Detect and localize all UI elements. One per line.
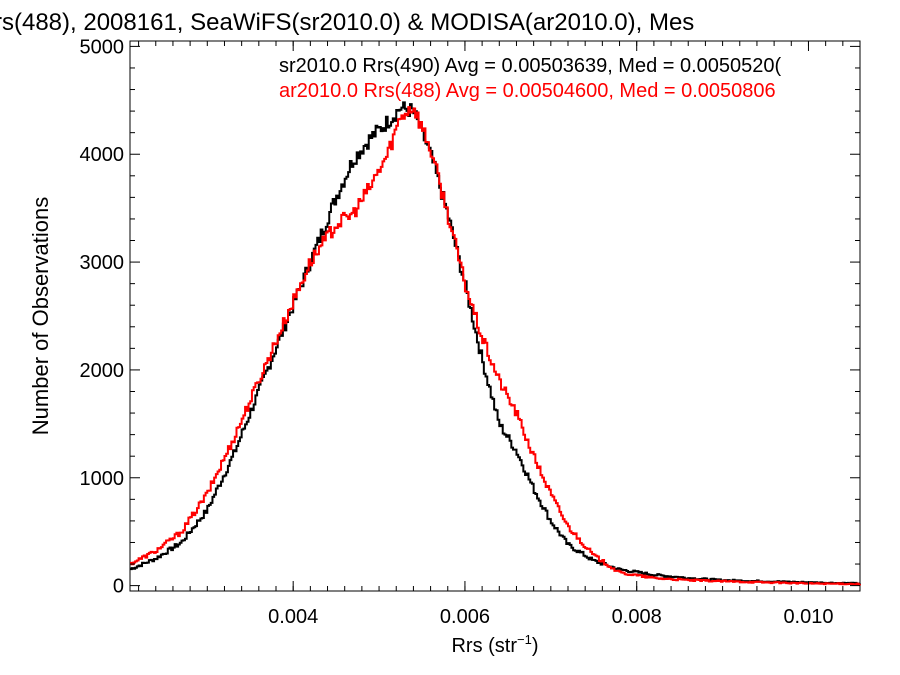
chart-title: rs(488), 2008161, SeaWiFS(sr2010.0) & MO… [0, 9, 694, 36]
y-tick-label: 0 [113, 576, 124, 598]
y-axis-label: Number of Observations [28, 197, 53, 435]
x-axis-label-sup: −1 [517, 632, 532, 647]
x-tick-label: 0.006 [440, 606, 490, 628]
plot-frame [129, 40, 861, 592]
x-tick-label: 0.008 [612, 606, 662, 628]
legend-entry-sr2010: sr2010.0 Rrs(490) Avg = 0.00503639, Med … [279, 55, 782, 77]
legend: sr2010.0 Rrs(490) Avg = 0.00503639, Med … [279, 55, 782, 102]
plot-area [129, 40, 861, 592]
x-tick-label: 0.004 [268, 606, 318, 628]
y-tick-label: 5000 [80, 36, 125, 58]
x-axis-label: Rrs (str−1) [451, 632, 538, 657]
x-tick-label: 0.010 [783, 606, 833, 628]
y-axis: 0 1000 2000 3000 4000 5000 [80, 36, 860, 598]
legend-entry-ar2010: ar2010.0 Rrs(488) Avg = 0.00504600, Med … [279, 80, 776, 102]
series-layer [130, 101, 861, 586]
y-tick-label: 4000 [80, 144, 125, 166]
x-axis-label-close: ) [532, 635, 539, 657]
x-axis: 0.004 0.006 0.008 0.010 [138, 41, 844, 628]
x-axis-label-main: Rrs (str [451, 635, 517, 657]
y-tick-label: 3000 [80, 252, 125, 274]
y-tick-label: 1000 [80, 468, 125, 490]
y-tick-label: 2000 [80, 360, 125, 382]
series-line-ar2010 [130, 106, 861, 586]
